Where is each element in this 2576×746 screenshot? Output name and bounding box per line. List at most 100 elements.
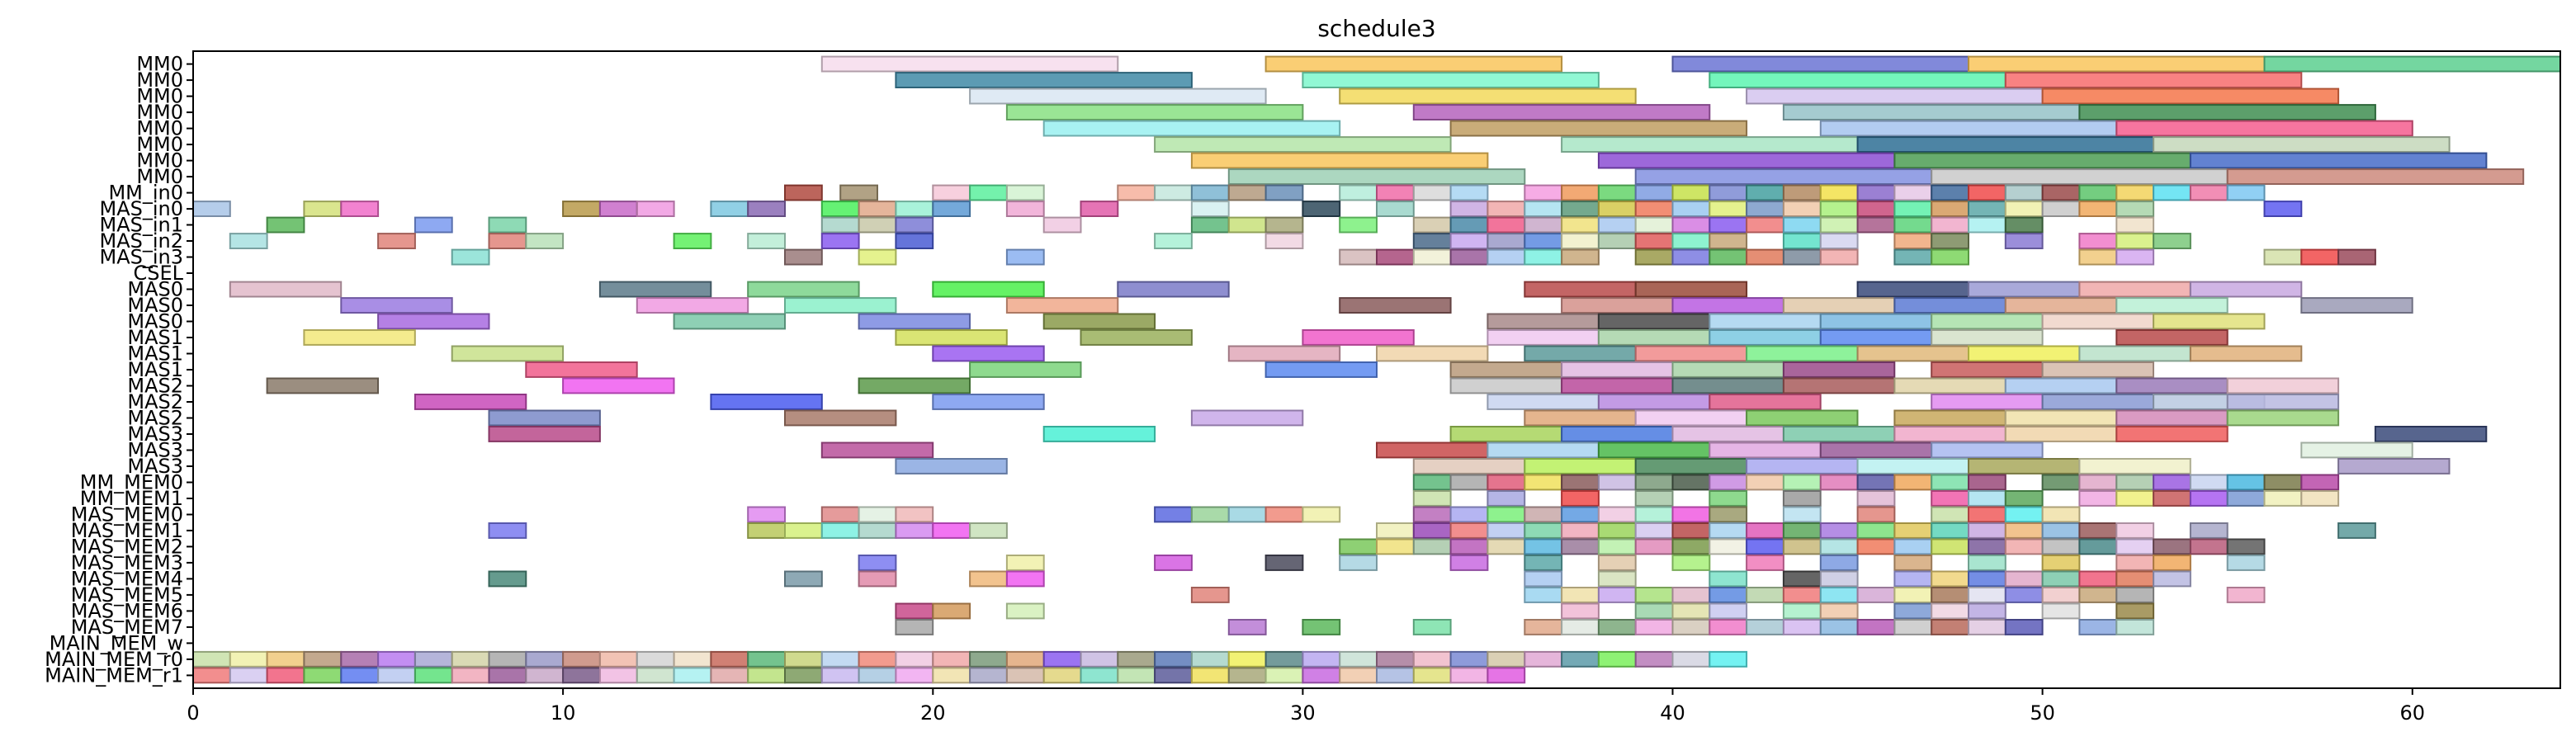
task-bar (1080, 329, 1193, 346)
task-bar (2004, 72, 2303, 88)
y-tick-label: MM0 (136, 68, 183, 92)
task-bar (1634, 184, 1674, 201)
task-bar (1117, 650, 1156, 668)
task-bar (1634, 522, 1674, 539)
task-bar (377, 667, 416, 684)
y-tick-label: MAS_MEM2 (71, 535, 183, 558)
task-bar (1227, 216, 1267, 234)
task-bar (1042, 120, 1341, 137)
task-bar (1856, 281, 1970, 298)
task-bar (1154, 650, 1193, 668)
task-bar (2115, 490, 2155, 507)
task-bar (2078, 570, 2118, 588)
task-bar (1302, 201, 1341, 218)
task-bar (1154, 555, 1193, 571)
task-bar (1487, 248, 1526, 266)
task-bar (229, 281, 343, 298)
task-bar (1709, 329, 1822, 346)
task-bar (1561, 506, 1600, 523)
task-bar (266, 377, 379, 394)
task-bar (1597, 201, 1637, 218)
task-bar (895, 201, 934, 218)
task-bar (488, 522, 527, 539)
task-bar (2115, 426, 2229, 442)
task-bar (1893, 184, 1933, 201)
task-bar (895, 506, 934, 523)
task-bar (2004, 377, 2118, 394)
task-bar (2226, 168, 2525, 186)
task-bar (1893, 233, 1933, 250)
task-bar (1819, 120, 2118, 137)
task-bar (1005, 555, 1045, 571)
task-bar (1190, 587, 1230, 603)
task-bar (2115, 297, 2229, 314)
task-bar (820, 216, 860, 234)
task-bar (1412, 104, 1711, 120)
task-bar (1561, 602, 1600, 620)
task-bar (1893, 522, 1933, 539)
task-bar (1524, 345, 1637, 362)
task-bar (2041, 474, 2081, 491)
task-bar (1597, 441, 1711, 459)
task-bar (1634, 619, 1674, 635)
task-bar (1561, 619, 1600, 635)
y-tick-label: MM_MEM1 (80, 487, 183, 510)
task-bar (1264, 216, 1304, 234)
task-bar (2115, 248, 2155, 266)
task-bar (1524, 650, 1563, 668)
task-bar (1856, 216, 1896, 234)
y-tick-label: MM0 (136, 133, 183, 156)
task-bar (2004, 490, 2044, 507)
y-tick-label: MAIN_MEM_w (50, 631, 183, 654)
task-bar (895, 72, 1193, 88)
y-tick-label: MAS2 (127, 375, 183, 398)
task-bar (1893, 474, 1933, 491)
task-bar (1893, 248, 1933, 266)
task-bar (2004, 233, 2044, 250)
task-bar (1597, 184, 1637, 201)
task-bar (1968, 216, 2006, 234)
task-bar (1597, 555, 1637, 571)
task-bar (1042, 313, 1156, 330)
task-bar (1561, 233, 1600, 250)
task-bar (1524, 555, 1563, 571)
task-bar (1227, 184, 1267, 201)
task-bar (1634, 474, 1674, 491)
task-bar (1449, 233, 1489, 250)
task-bar (747, 281, 860, 298)
task-bar (1709, 506, 1748, 523)
task-bar (1005, 602, 1045, 620)
task-bar (932, 281, 1045, 298)
task-bar (1227, 619, 1267, 635)
task-bar (1782, 570, 1822, 588)
task-bar (1893, 538, 1933, 555)
task-bar (1634, 650, 1674, 668)
task-bar (1893, 587, 1933, 603)
task-bar (1819, 329, 1933, 346)
task-bar (895, 329, 1008, 346)
task-bar (1856, 136, 2155, 153)
task-bar (2226, 490, 2266, 507)
task-bar (1117, 667, 1156, 684)
task-bar (1671, 538, 1711, 555)
task-bar (1709, 441, 1822, 459)
task-bar (1597, 570, 1637, 588)
task-bar (2004, 619, 2044, 635)
task-bar (1634, 506, 1674, 523)
task-bar (451, 345, 565, 362)
task-bar (1819, 233, 1859, 250)
task-bar (266, 667, 305, 684)
task-bar (2078, 474, 2118, 491)
task-bar (488, 650, 527, 668)
y-tick-label: MAS1 (127, 342, 183, 366)
task-bar (2041, 184, 2081, 201)
task-bar (1597, 587, 1637, 603)
task-bar (1968, 506, 2006, 523)
y-tick-label: MAS2 (127, 390, 183, 413)
task-bar (340, 297, 453, 314)
task-bar (858, 522, 897, 539)
task-bar (1634, 168, 1933, 186)
task-bar (1746, 345, 1859, 362)
task-bar (598, 281, 712, 298)
task-bar (2189, 152, 2488, 169)
